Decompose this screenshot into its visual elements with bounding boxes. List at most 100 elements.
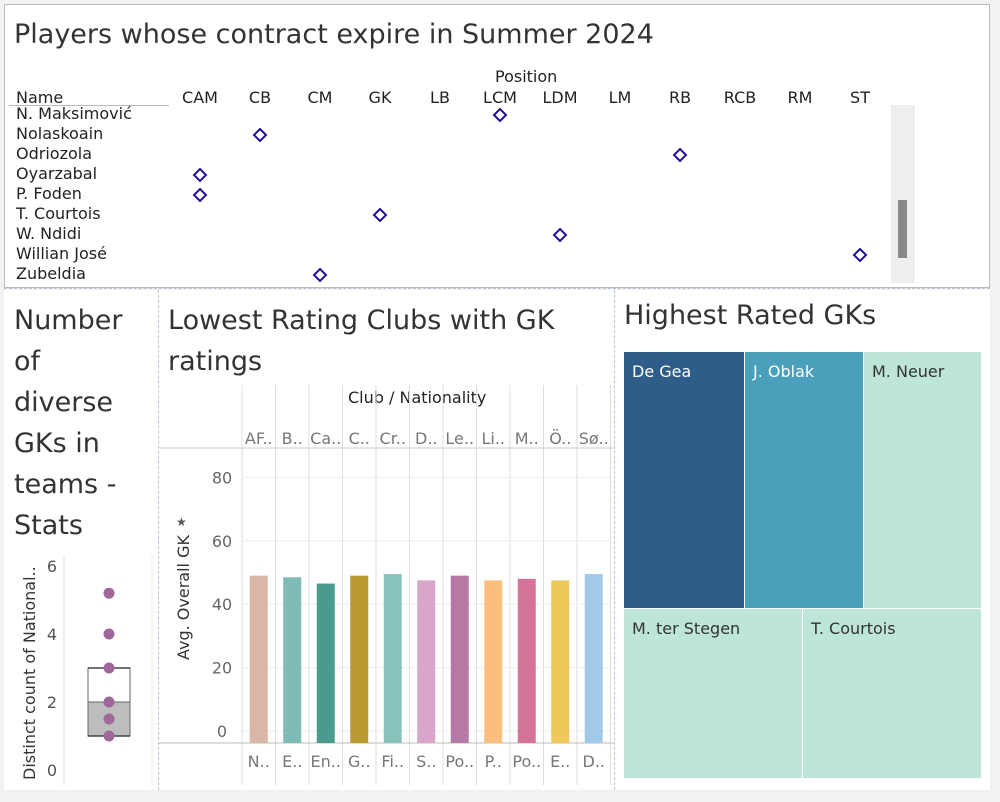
- club-label: B..: [282, 429, 303, 448]
- boxplot-point[interactable]: [103, 662, 115, 674]
- club-label: Ö..: [549, 429, 571, 448]
- club-label: Ca..: [310, 429, 341, 448]
- player-name: N. Maksimović: [16, 104, 132, 123]
- contract-panel-title: Players whose contract expire in Summer …: [14, 19, 654, 50]
- treemap-cell[interactable]: M. ter Stegen: [624, 609, 802, 778]
- treemap-cell[interactable]: De Gea: [624, 352, 744, 608]
- treemap-cell-label: M. ter Stegen: [632, 619, 741, 638]
- club-label: AF..: [245, 429, 273, 448]
- boxplot-title-line: GKs in: [14, 428, 100, 459]
- position-marker[interactable]: [312, 267, 328, 283]
- bar[interactable]: [316, 583, 335, 743]
- nationality-label: En..: [311, 752, 341, 771]
- nationality-label: Fi..: [381, 752, 404, 771]
- header-divider: [9, 105, 169, 106]
- bar-y-tick: 80: [212, 468, 232, 487]
- boxplot-title-line: teams -: [14, 469, 117, 500]
- boxplot-point[interactable]: [103, 696, 115, 708]
- player-name: Oyarzabal: [16, 164, 98, 183]
- position-label-rcb: RCB: [723, 88, 757, 107]
- position-label-cm: CM: [307, 88, 333, 107]
- nationality-label: S..: [416, 752, 436, 771]
- nationality-label: E..: [550, 752, 570, 771]
- bar-chart: 0 20 40 60 80 AF.. N.. B.. E.. Ca.. En.. C.. G.. Cr..…: [158, 385, 614, 785]
- treemap-title: Highest Rated GKs: [624, 300, 877, 331]
- position-marker[interactable]: [372, 207, 388, 223]
- treemap-cell-label: T. Courtois: [811, 619, 896, 638]
- position-marker[interactable]: [852, 247, 868, 263]
- bar[interactable]: [450, 575, 469, 743]
- position-label-rm: RM: [787, 88, 813, 107]
- bar-chart-title: Lowest Rating Clubs with GK ratings: [168, 305, 555, 377]
- position-label-lb: LB: [430, 88, 450, 107]
- position-marker[interactable]: [672, 147, 688, 163]
- player-name: Odriozola: [16, 144, 92, 163]
- player-name: P. Foden: [16, 184, 82, 203]
- bar[interactable]: [283, 577, 302, 743]
- boxplot-point[interactable]: [103, 713, 115, 725]
- bar-y-tick: 40: [212, 595, 232, 614]
- treemap-cell[interactable]: M. Neuer: [864, 352, 981, 608]
- boxplot-point[interactable]: [103, 628, 115, 640]
- bar[interactable]: [383, 574, 402, 743]
- panel-divider: [4, 288, 990, 289]
- panel-divider: [158, 290, 159, 790]
- club-label: M..: [515, 429, 539, 448]
- player-name: Nolaskoain: [16, 124, 104, 143]
- player-name: T. Courtois: [16, 204, 101, 223]
- panel-divider: [614, 290, 615, 790]
- player-name: Zubeldia: [16, 264, 86, 283]
- treemap-cell-label: De Gea: [632, 362, 692, 381]
- boxplot-y-tick: 4: [47, 625, 57, 644]
- vertical-scrollbar[interactable]: [891, 105, 915, 283]
- name-header: Name: [16, 88, 64, 107]
- treemap-cell-label: J. Oblak: [753, 362, 815, 381]
- bar[interactable]: [584, 574, 603, 743]
- bar-y-tick: 0: [217, 722, 227, 741]
- position-label-lcm: LCM: [483, 88, 517, 107]
- position-grid: [192, 107, 868, 283]
- boxplot-y-tick: 0: [47, 761, 57, 780]
- position-marker[interactable]: [192, 167, 208, 183]
- nationality-label: Po..: [445, 752, 474, 771]
- boxplot-y-tick: 2: [47, 693, 57, 712]
- position-marker[interactable]: [492, 107, 508, 123]
- bar[interactable]: [350, 575, 369, 743]
- pin-icon[interactable]: ★: [176, 515, 187, 529]
- bar[interactable]: [417, 580, 436, 743]
- club-label: Le..: [445, 429, 474, 448]
- boxplot-title-line: of: [14, 346, 41, 377]
- treemap-cell-label: M. Neuer: [872, 362, 945, 381]
- nationality-label: D..: [583, 752, 606, 771]
- scrollbar-thumb[interactable]: [898, 200, 907, 258]
- position-label-gk: GK: [368, 88, 392, 107]
- position-marker[interactable]: [252, 127, 268, 143]
- treemap-cell[interactable]: J. Oblak: [745, 352, 863, 608]
- bar-y-tick: 60: [212, 532, 232, 551]
- club-label: Sø..: [579, 429, 609, 448]
- position-marker[interactable]: [552, 227, 568, 243]
- bar-chart-header: Club / Nationality: [348, 388, 487, 407]
- bar-y-tick: 20: [212, 659, 232, 678]
- boxplot-point[interactable]: [103, 587, 115, 599]
- club-label: D..: [415, 429, 438, 448]
- club-label: C..: [349, 429, 370, 448]
- position-marker[interactable]: [192, 187, 208, 203]
- boxplot-title: Number of diverse GKs in teams - Stats: [14, 300, 122, 546]
- position-label-st: ST: [850, 88, 870, 107]
- bar[interactable]: [551, 580, 570, 743]
- boxplot-point[interactable]: [103, 730, 115, 742]
- club-label: Li..: [481, 429, 505, 448]
- bar[interactable]: [249, 575, 268, 743]
- boxplot-title-line: Number: [14, 305, 123, 336]
- position-label-cam: CAM: [182, 88, 218, 107]
- boxplot-chart: 0 2 4 6: [47, 555, 153, 785]
- bar[interactable]: [517, 578, 536, 743]
- bar[interactable]: [484, 580, 503, 743]
- nationality-label: P..: [485, 752, 502, 771]
- nationality-label: G..: [348, 752, 371, 771]
- gk-treemap: De Gea J. Oblak M. Neuer M. ter Stegen T. Co…: [624, 352, 981, 778]
- treemap-cell[interactable]: T. Courtois: [803, 609, 981, 778]
- position-label-rb: RB: [668, 88, 692, 107]
- contract-expiry-panel: Players whose contract expire in Summer …: [4, 4, 990, 288]
